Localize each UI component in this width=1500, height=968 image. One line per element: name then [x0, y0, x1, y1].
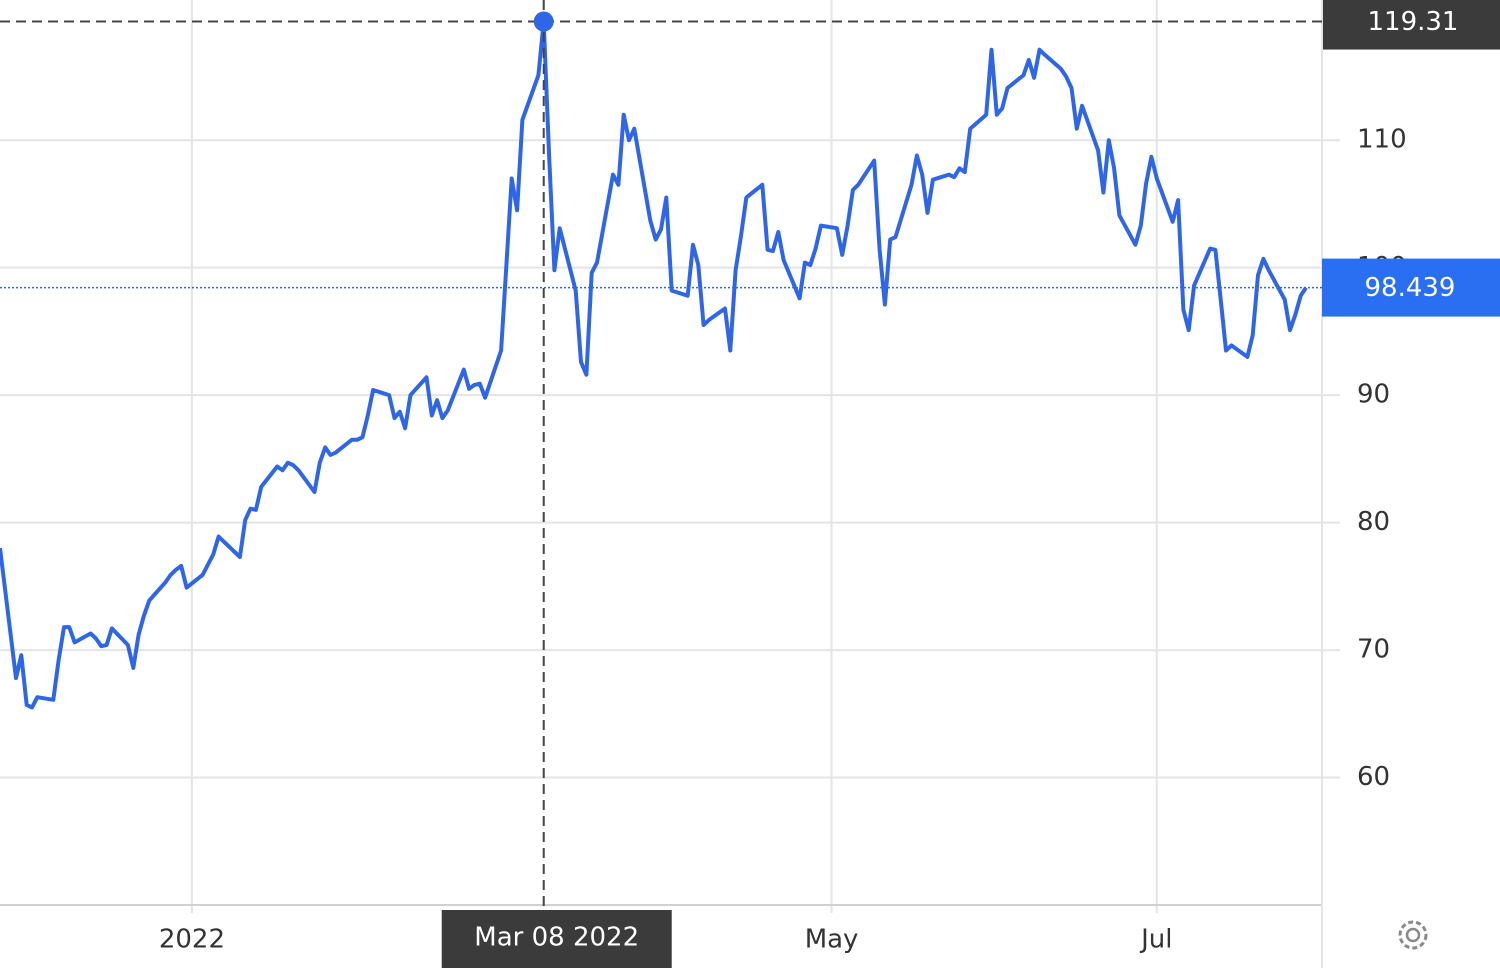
crosshair-dot	[533, 11, 554, 32]
y-tick-label: 80	[1357, 507, 1390, 537]
y-tick-label: 60	[1357, 762, 1390, 792]
x-tick-label: 2022	[159, 925, 225, 955]
gear-inner[interactable]	[1405, 927, 1421, 943]
crosshair-value-badge	[1323, 0, 1500, 50]
price-line	[0, 19, 1308, 710]
crosshair-date-label: Mar 08 2022	[474, 923, 639, 953]
settings-button[interactable]	[1398, 920, 1428, 950]
y-tick-label: 90	[1357, 380, 1390, 410]
x-tick-label: May	[805, 925, 859, 955]
crosshair-date-badge	[441, 910, 672, 968]
y-tick-label: 110	[1357, 125, 1407, 155]
y-tick-label: 70	[1357, 635, 1390, 665]
last-value-badge	[1322, 258, 1500, 317]
crosshair-value-label: 119.31	[1368, 7, 1459, 37]
x-tick-label: Jul	[1139, 925, 1172, 955]
last-value-label: 98.439	[1365, 273, 1456, 303]
gear-outer[interactable]	[1398, 920, 1428, 950]
